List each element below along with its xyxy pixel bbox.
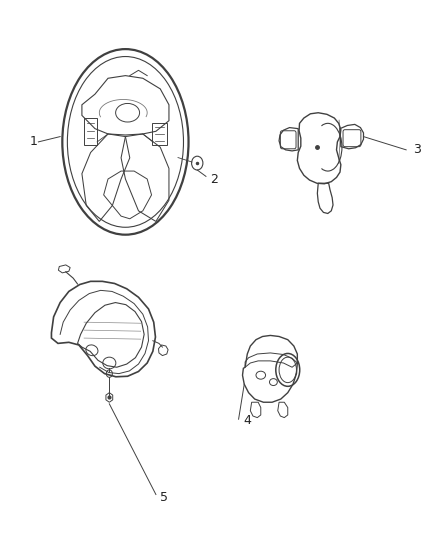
Text: 2: 2 <box>210 173 218 185</box>
Text: 4: 4 <box>243 414 251 427</box>
Text: 3: 3 <box>413 143 420 156</box>
Text: 1: 1 <box>30 135 38 148</box>
Text: 5: 5 <box>160 491 168 504</box>
